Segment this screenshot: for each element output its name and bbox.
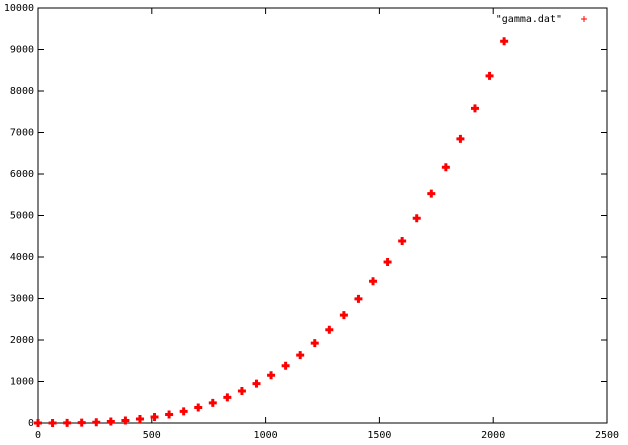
- data-point: [223, 393, 232, 402]
- data-point: [135, 415, 144, 424]
- data-point: [150, 413, 159, 422]
- x-tick-label: 1000: [254, 430, 278, 441]
- x-tick-label: 500: [143, 430, 161, 441]
- data-point: [48, 418, 57, 427]
- data-point: [500, 37, 509, 46]
- y-tick-label: 4000: [10, 252, 34, 263]
- data-point: [354, 294, 363, 303]
- data-point: [281, 361, 290, 370]
- data-point: [237, 387, 246, 396]
- data-point: [441, 163, 450, 172]
- data-point: [267, 371, 276, 380]
- data-point: [485, 71, 494, 80]
- data-point: [369, 277, 378, 286]
- y-tick-label: 1000: [10, 377, 34, 388]
- x-tick-label: 1500: [367, 430, 391, 441]
- y-tick-label: 9000: [10, 45, 34, 56]
- legend-marker: [581, 16, 587, 22]
- data-point: [165, 410, 174, 419]
- data-point: [208, 398, 217, 407]
- data-point: [296, 351, 305, 360]
- y-tick-label: 2000: [10, 335, 34, 346]
- data-point: [34, 419, 42, 427]
- data-point: [470, 104, 479, 113]
- data-point: [398, 236, 407, 245]
- data-point: [63, 418, 72, 427]
- x-tick-label: 0: [35, 430, 41, 441]
- y-tick-label: 7000: [10, 128, 34, 139]
- y-tick-label: 3000: [10, 294, 34, 305]
- y-tick-label: 10000: [4, 3, 34, 14]
- data-point: [106, 417, 115, 426]
- y-tick-label: 8000: [10, 86, 34, 97]
- y-tick-label: 6000: [10, 169, 34, 180]
- x-tick-label: 2000: [481, 430, 505, 441]
- data-point: [179, 407, 188, 416]
- plot-frame: [37, 7, 608, 424]
- data-point: [252, 379, 261, 388]
- data-point: [121, 416, 130, 425]
- y-tick-label: 5000: [10, 211, 34, 222]
- data-point: [325, 325, 334, 334]
- data-point: [194, 403, 203, 412]
- x-tick-label: 2500: [595, 430, 619, 441]
- legend-label: "gamma.dat": [496, 14, 562, 25]
- y-tick-label: 0: [28, 418, 34, 429]
- data-point: [77, 418, 86, 427]
- data-point: [427, 189, 436, 198]
- data-point: [92, 418, 101, 427]
- data-point: [456, 134, 465, 143]
- data-point: [339, 311, 348, 320]
- data-point: [310, 339, 319, 348]
- data-point: [412, 214, 421, 223]
- data-point: [383, 257, 392, 266]
